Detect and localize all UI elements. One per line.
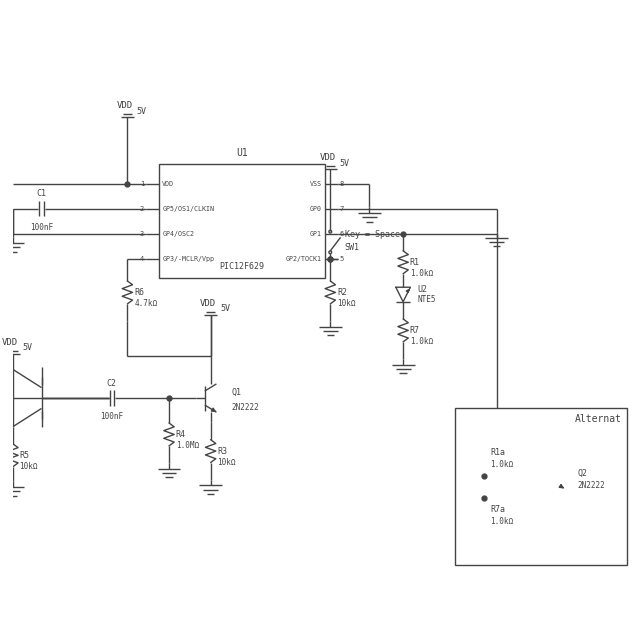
Text: R1a: R1a — [490, 448, 506, 457]
Text: U2: U2 — [418, 285, 428, 294]
Text: R2: R2 — [337, 288, 347, 297]
Text: 5V: 5V — [220, 304, 230, 313]
Text: R4: R4 — [176, 430, 186, 439]
Text: Alternat: Alternat — [575, 413, 621, 424]
Text: R7a: R7a — [490, 506, 506, 515]
Text: 1.0kΩ: 1.0kΩ — [490, 460, 514, 468]
Text: C2: C2 — [107, 379, 116, 388]
Text: Q1: Q1 — [232, 388, 241, 397]
Text: 100nF: 100nF — [30, 223, 53, 232]
Text: VDD: VDD — [200, 299, 216, 308]
Text: VSS: VSS — [309, 180, 321, 187]
Text: 1.0kΩ: 1.0kΩ — [410, 269, 433, 278]
Text: 5V: 5V — [22, 343, 32, 352]
Text: U1: U1 — [236, 148, 248, 157]
Text: 10kΩ: 10kΩ — [337, 300, 356, 308]
Text: GP0: GP0 — [309, 205, 321, 212]
Text: 100nF: 100nF — [100, 412, 124, 421]
Text: 10kΩ: 10kΩ — [19, 462, 38, 471]
Text: VDD: VDD — [319, 154, 336, 163]
Text: 5V: 5V — [137, 106, 147, 116]
Text: C1: C1 — [36, 189, 47, 198]
Text: Q2: Q2 — [577, 469, 588, 478]
Text: 1.0kΩ: 1.0kΩ — [490, 517, 514, 526]
Text: 2N2222: 2N2222 — [577, 481, 605, 490]
Text: 6: 6 — [340, 230, 344, 237]
Text: 1.0MΩ: 1.0MΩ — [176, 442, 199, 451]
Text: 7: 7 — [340, 205, 344, 212]
Text: VDD: VDD — [116, 101, 133, 110]
Text: 3: 3 — [140, 230, 144, 237]
Text: 1: 1 — [140, 180, 144, 187]
Text: 2N2222: 2N2222 — [232, 403, 259, 412]
Text: GP1: GP1 — [309, 230, 321, 237]
Text: 4.7kΩ: 4.7kΩ — [134, 300, 157, 308]
Text: R5: R5 — [19, 451, 29, 460]
Text: GP4/OSC2: GP4/OSC2 — [162, 230, 194, 237]
Text: 10kΩ: 10kΩ — [218, 458, 236, 467]
Text: 4: 4 — [140, 255, 144, 262]
Text: Key = Space: Key = Space — [345, 230, 400, 239]
Text: R7: R7 — [410, 326, 420, 335]
Text: R3: R3 — [218, 447, 227, 456]
Text: SW1: SW1 — [345, 243, 360, 252]
Text: PIC12F629: PIC12F629 — [220, 262, 264, 271]
Text: R1: R1 — [410, 258, 420, 267]
Text: 1.0kΩ: 1.0kΩ — [410, 337, 433, 346]
Text: 5V: 5V — [340, 159, 349, 168]
Bar — [455, 408, 627, 564]
Text: GP3/-MCLR/Vpp: GP3/-MCLR/Vpp — [162, 255, 214, 262]
Text: 8: 8 — [340, 180, 344, 187]
Bar — [159, 164, 325, 278]
Text: NTE5: NTE5 — [418, 295, 436, 304]
Text: R6: R6 — [134, 288, 144, 297]
Text: 5: 5 — [340, 255, 344, 262]
Text: VDD: VDD — [3, 338, 19, 347]
Text: VDD: VDD — [162, 180, 174, 187]
Text: 2: 2 — [140, 205, 144, 212]
Text: GP2/TOCK1: GP2/TOCK1 — [285, 255, 321, 262]
Text: GP5/OS1/CLKIN: GP5/OS1/CLKIN — [162, 205, 214, 212]
